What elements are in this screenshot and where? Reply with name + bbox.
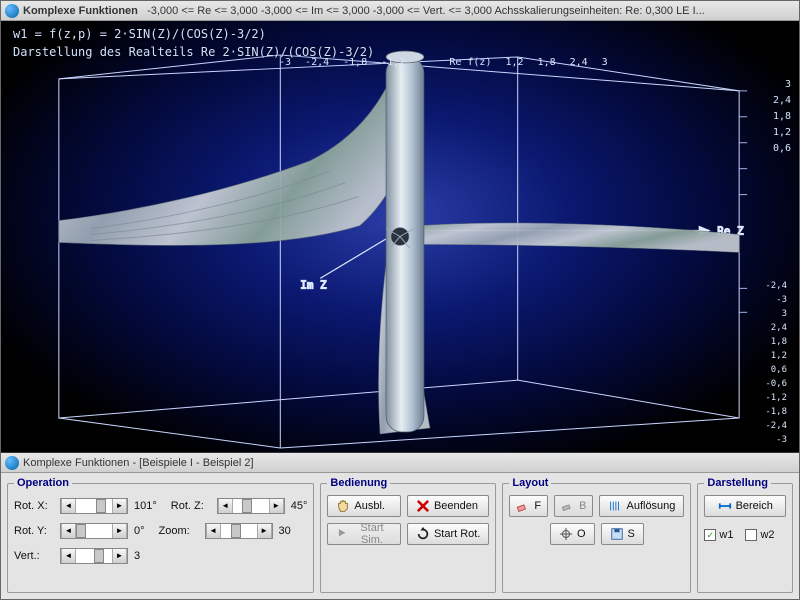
tick-marks — [739, 91, 747, 312]
bereich-label: Bereich — [736, 500, 773, 512]
spinner-rot-y-inc[interactable]: ► — [112, 524, 127, 538]
checkbox-w1-label: w1 — [719, 529, 733, 541]
spinner-rot-y[interactable]: ◄ ► — [60, 523, 128, 539]
spinner-vert[interactable]: ◄ ► — [60, 548, 128, 564]
start-rot-button[interactable]: Start Rot. — [407, 523, 489, 545]
surface — [59, 51, 739, 434]
target-icon — [559, 527, 573, 541]
checkbox-w2[interactable]: w2 — [745, 529, 774, 541]
spinner-rot-x-dec[interactable]: ◄ — [61, 499, 76, 513]
aufloesung-button[interactable]: Auflösung — [599, 495, 684, 517]
spinner-rot-z[interactable]: ◄ ► — [217, 498, 285, 514]
spinner-rot-x-inc[interactable]: ► — [112, 499, 127, 513]
panel-layout: Layout F B Auflösung O — [502, 477, 691, 593]
value-rot-z: 45° — [291, 500, 308, 512]
value-rot-x: 101° — [134, 500, 157, 512]
label-zoom: Zoom: — [159, 525, 201, 537]
checkbox-w2-box — [745, 529, 757, 541]
label-rot-x: Rot. X: — [14, 500, 56, 512]
layout-b-label: B — [579, 500, 586, 512]
spinner-vert-inc[interactable]: ► — [112, 549, 127, 563]
sub-window-title: Komplexe Funktionen - [Beispiele I - Bei… — [23, 457, 254, 469]
formula-line-1: w1 = f(z,p) = 2·SIN(Z)/(COS(Z)-3/2) — [13, 27, 266, 41]
panel-bedienung: Bedienung Ausbl. Beenden Start Sim. — [320, 477, 496, 593]
label-vert: Vert.: — [14, 550, 56, 562]
layout-b-button[interactable]: B — [554, 495, 593, 517]
main-titlebar: Komplexe Funktionen -3,000 <= Re <= 3,00… — [1, 1, 799, 21]
layout-o-button[interactable]: O — [550, 523, 595, 545]
ausbl-button[interactable]: Ausbl. — [327, 495, 401, 517]
beenden-button[interactable]: Beenden — [407, 495, 489, 517]
plot-area[interactable]: Re Z Im Z — [1, 21, 799, 453]
ausbl-label: Ausbl. — [354, 500, 385, 512]
layout-f-label: F — [534, 500, 541, 512]
range-icon — [718, 499, 732, 513]
bereich-button[interactable]: Bereich — [704, 495, 786, 517]
play-icon — [336, 527, 348, 541]
label-rot-y: Rot. Y: — [14, 525, 56, 537]
spinner-vert-dec[interactable]: ◄ — [61, 549, 76, 563]
control-strip: Operation Rot. X: ◄ ► 101° Rot. Z: ◄ ► 4… — [1, 473, 799, 599]
close-icon — [416, 499, 430, 513]
checkbox-w1[interactable]: ✓ w1 — [704, 529, 733, 541]
pencil-icon — [561, 499, 575, 513]
eraser-icon — [516, 499, 530, 513]
save-icon — [610, 527, 624, 541]
panel-bedienung-legend: Bedienung — [327, 477, 390, 489]
sub-titlebar: Komplexe Funktionen - [Beispiele I - Bei… — [1, 453, 799, 473]
label-rot-z: Rot. Z: — [171, 500, 213, 512]
window-range-text: -3,000 <= Re <= 3,000 -3,000 <= Im <= 3,… — [147, 5, 705, 17]
value-rot-y: 0° — [134, 525, 145, 537]
plot-canvas: Re Z Im Z — [1, 21, 799, 452]
spinner-zoom-dec[interactable]: ◄ — [206, 524, 221, 538]
rotate-icon — [416, 527, 430, 541]
beenden-label: Beenden — [434, 500, 478, 512]
svg-text:Im Z: Im Z — [300, 278, 327, 291]
app-icon — [5, 4, 19, 18]
spinner-zoom[interactable]: ◄ ► — [205, 523, 273, 539]
panel-operation-legend: Operation — [14, 477, 72, 489]
value-vert: 3 — [134, 550, 140, 562]
panel-operation: Operation Rot. X: ◄ ► 101° Rot. Z: ◄ ► 4… — [7, 477, 314, 593]
panel-darstellung-legend: Darstellung — [704, 477, 771, 489]
layout-s-label: S — [628, 528, 635, 540]
spinner-rot-y-dec[interactable]: ◄ — [61, 524, 76, 538]
axis-right-ticks-lower: -2,4-3 32,4 1,81,2 0,6-0,6 -1,2-1,8 -2,4… — [765, 281, 787, 445]
axis-right-ticks-upper: 32,4 1,81,2 0,6 — [773, 79, 791, 154]
hand-icon — [336, 499, 350, 513]
resolution-icon — [608, 499, 622, 513]
window-title: Komplexe Funktionen -3,000 <= Re <= 3,00… — [23, 5, 705, 17]
start-rot-label: Start Rot. — [434, 528, 480, 540]
checkbox-w2-label: w2 — [760, 529, 774, 541]
spinner-zoom-inc[interactable]: ► — [257, 524, 272, 538]
panel-darstellung: Darstellung Bereich ✓ w1 w2 — [697, 477, 793, 593]
spinner-rot-z-inc[interactable]: ► — [269, 499, 284, 513]
checkbox-w1-box: ✓ — [704, 529, 716, 541]
panel-layout-legend: Layout — [509, 477, 551, 489]
start-sim-label: Start Sim. — [352, 522, 392, 546]
layout-f-button[interactable]: F — [509, 495, 548, 517]
layout-s-button[interactable]: S — [601, 523, 644, 545]
start-sim-button[interactable]: Start Sim. — [327, 523, 401, 545]
aufloesung-label: Auflösung — [626, 500, 675, 512]
value-zoom: 30 — [279, 525, 291, 537]
sub-window-icon — [5, 456, 19, 470]
axis-top-ticks: -3-2,4 -1,8-1,2 Re f(z) 1,21,8 2,43 — [279, 57, 608, 68]
layout-o-label: O — [577, 528, 586, 540]
window-title-prefix: Komplexe Funktionen — [23, 5, 138, 17]
spinner-rot-z-dec[interactable]: ◄ — [218, 499, 233, 513]
spinner-rot-x[interactable]: ◄ ► — [60, 498, 128, 514]
